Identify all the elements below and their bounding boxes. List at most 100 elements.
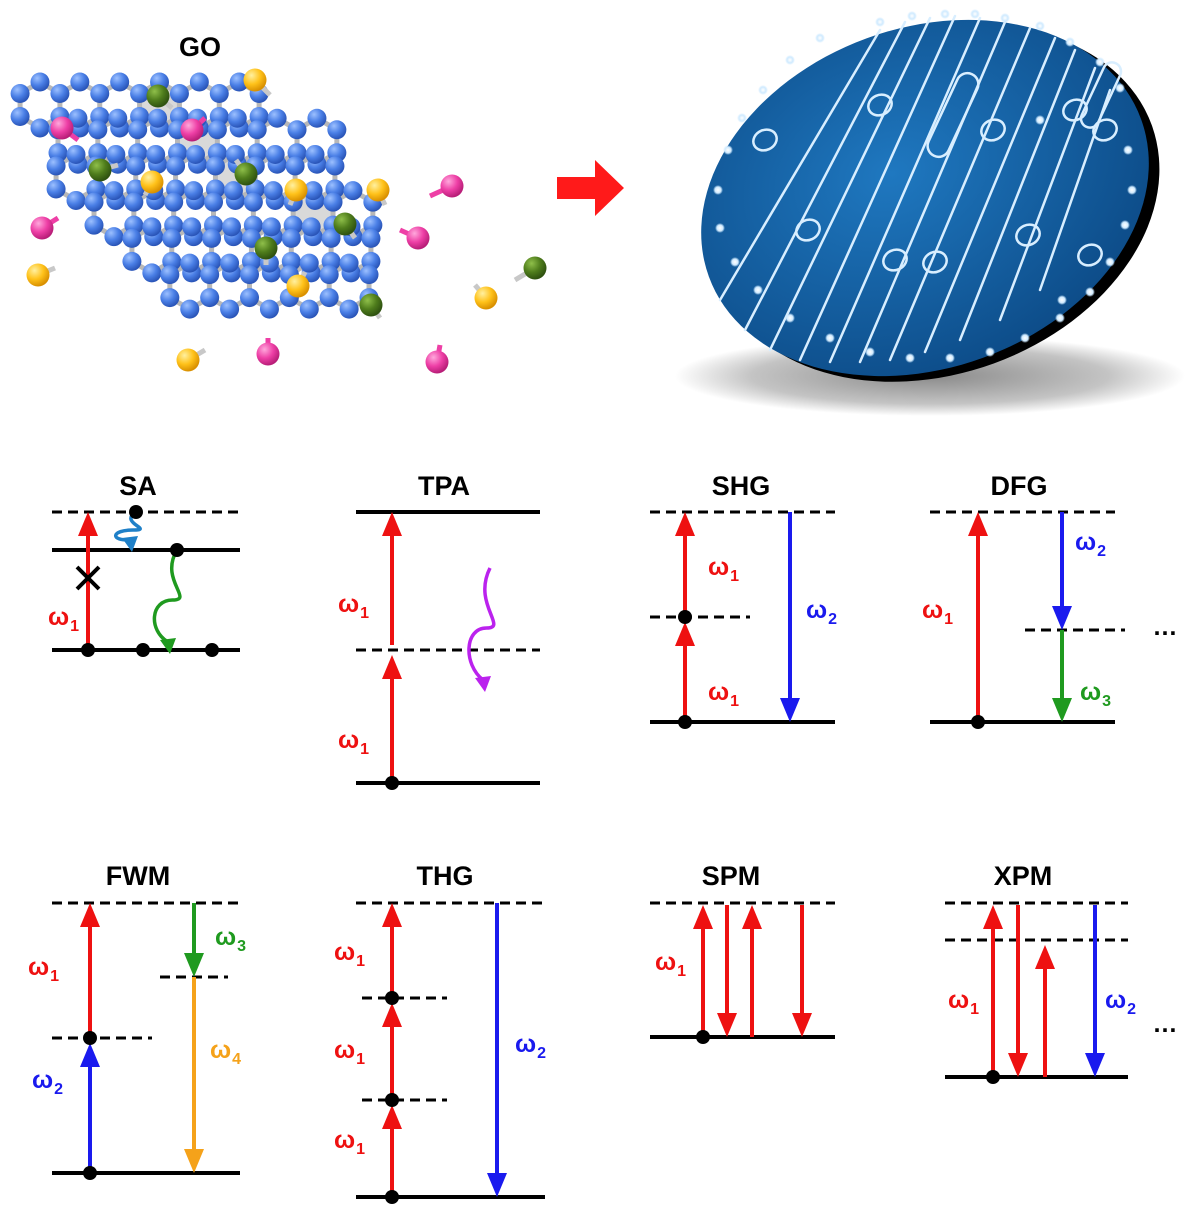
frequency-index: 1 (70, 618, 79, 635)
omega-symbol: ω (1080, 678, 1101, 706)
frequency-index: 1 (944, 611, 953, 628)
electron-dot (385, 1190, 399, 1204)
omega-symbol: ω (1105, 986, 1126, 1014)
frequency-index: 1 (360, 741, 369, 758)
edge-light (1120, 220, 1130, 230)
ring-resonator (795, 218, 821, 242)
carboxyl-group (50, 116, 74, 140)
edge-light (730, 257, 740, 267)
carbon-atom (209, 84, 229, 103)
waveguide (998, 66, 1097, 322)
diagram-sa: SA ω1 (48, 471, 240, 657)
carbon-atom (164, 192, 184, 212)
carbon-atom (222, 217, 242, 237)
edge-light (1105, 257, 1115, 267)
carbon-atom (220, 253, 240, 273)
tpa-title: TPA (418, 471, 470, 501)
carbon-atom (184, 181, 204, 201)
waveguide (888, 26, 1032, 362)
thg-title: THG (417, 861, 474, 891)
frequency-index: 2 (828, 611, 837, 628)
frequency-label: ω3 (215, 923, 246, 955)
electron-dot (678, 715, 692, 729)
hydroxyl-group (286, 274, 310, 298)
electron-dot (129, 505, 143, 519)
transition-arrow-head (382, 1105, 402, 1129)
carbon-atom (299, 253, 319, 273)
carbon-atom (200, 288, 220, 308)
transition-arrow-head (1035, 945, 1055, 969)
carbon-atom (339, 299, 359, 319)
waveguide (858, 20, 1007, 364)
edge-light (785, 313, 795, 323)
carbon-atom (361, 228, 381, 248)
edge-light (1123, 145, 1133, 155)
frequency-label: ω1 (48, 603, 79, 635)
frequency-index: 1 (50, 968, 59, 985)
frequency-label: ω1 (338, 726, 369, 758)
omega-symbol: ω (338, 726, 359, 754)
carbon-atom (323, 192, 343, 212)
omega-symbol: ω (338, 590, 359, 618)
transition-arrow-head (80, 903, 100, 927)
transition-arrow-head (780, 698, 800, 722)
waveguide (958, 48, 1077, 342)
edge-light (825, 333, 835, 343)
carbon-atom (104, 227, 124, 247)
transition-arrow-head (1008, 1053, 1028, 1077)
electron-dot (136, 643, 150, 657)
epoxy-group (254, 236, 278, 260)
edge-light (713, 185, 723, 195)
hydroxyl-group (243, 68, 267, 92)
continuation-ellipsis: … (1153, 1010, 1178, 1038)
edge-light (1065, 37, 1075, 47)
edge-light (985, 347, 995, 357)
transition-arrow-head (382, 512, 402, 536)
carboxyl-group (256, 342, 280, 366)
electron-dot (385, 991, 399, 1005)
carbon-atom (84, 192, 104, 212)
transition-arrow-head (382, 903, 402, 927)
carbon-atom (339, 253, 359, 273)
carbon-atom (108, 108, 128, 128)
waveguide (798, 14, 957, 362)
omega-symbol: ω (334, 1126, 355, 1154)
carbon-atom (261, 217, 281, 237)
edge-light (1127, 185, 1137, 195)
carbon-atom (240, 288, 260, 308)
waveguide (743, 20, 907, 332)
carbon-atom (128, 120, 148, 140)
carbon-atom (281, 228, 301, 248)
omega-symbol: ω (922, 596, 943, 624)
transition-arrow-head (80, 1043, 100, 1067)
electron-dot (205, 643, 219, 657)
carbon-atom (359, 265, 379, 285)
transition-arrow-head (675, 622, 695, 646)
carbon-atom (162, 228, 182, 248)
carboxyl-group (440, 174, 464, 198)
carbon-atom (130, 84, 150, 103)
edge-light (758, 85, 768, 95)
waveguide-circuits (713, 9, 1137, 364)
carbon-atom (267, 108, 287, 128)
carbon-atom (124, 192, 144, 212)
carbon-atom (225, 144, 245, 164)
transition-arrow-head (717, 1013, 737, 1037)
carbon-atom (142, 263, 162, 283)
edge-light (875, 17, 885, 27)
fwm-title: FWM (106, 861, 170, 891)
carbon-atom (227, 108, 247, 128)
omega-symbol: ω (334, 1036, 355, 1064)
transition-arrow-head (1085, 1053, 1105, 1077)
omega-symbol: ω (515, 1030, 536, 1058)
frequency-index: 1 (356, 953, 365, 970)
electron-dot (385, 1093, 399, 1107)
carbon-atom (321, 228, 341, 248)
carbon-atom (287, 120, 307, 140)
omega-symbol: ω (32, 1066, 53, 1094)
diagram-spm: SPM ω1 (650, 861, 835, 1044)
carbon-atom (30, 118, 50, 138)
photonic-wafer (675, 9, 1185, 416)
